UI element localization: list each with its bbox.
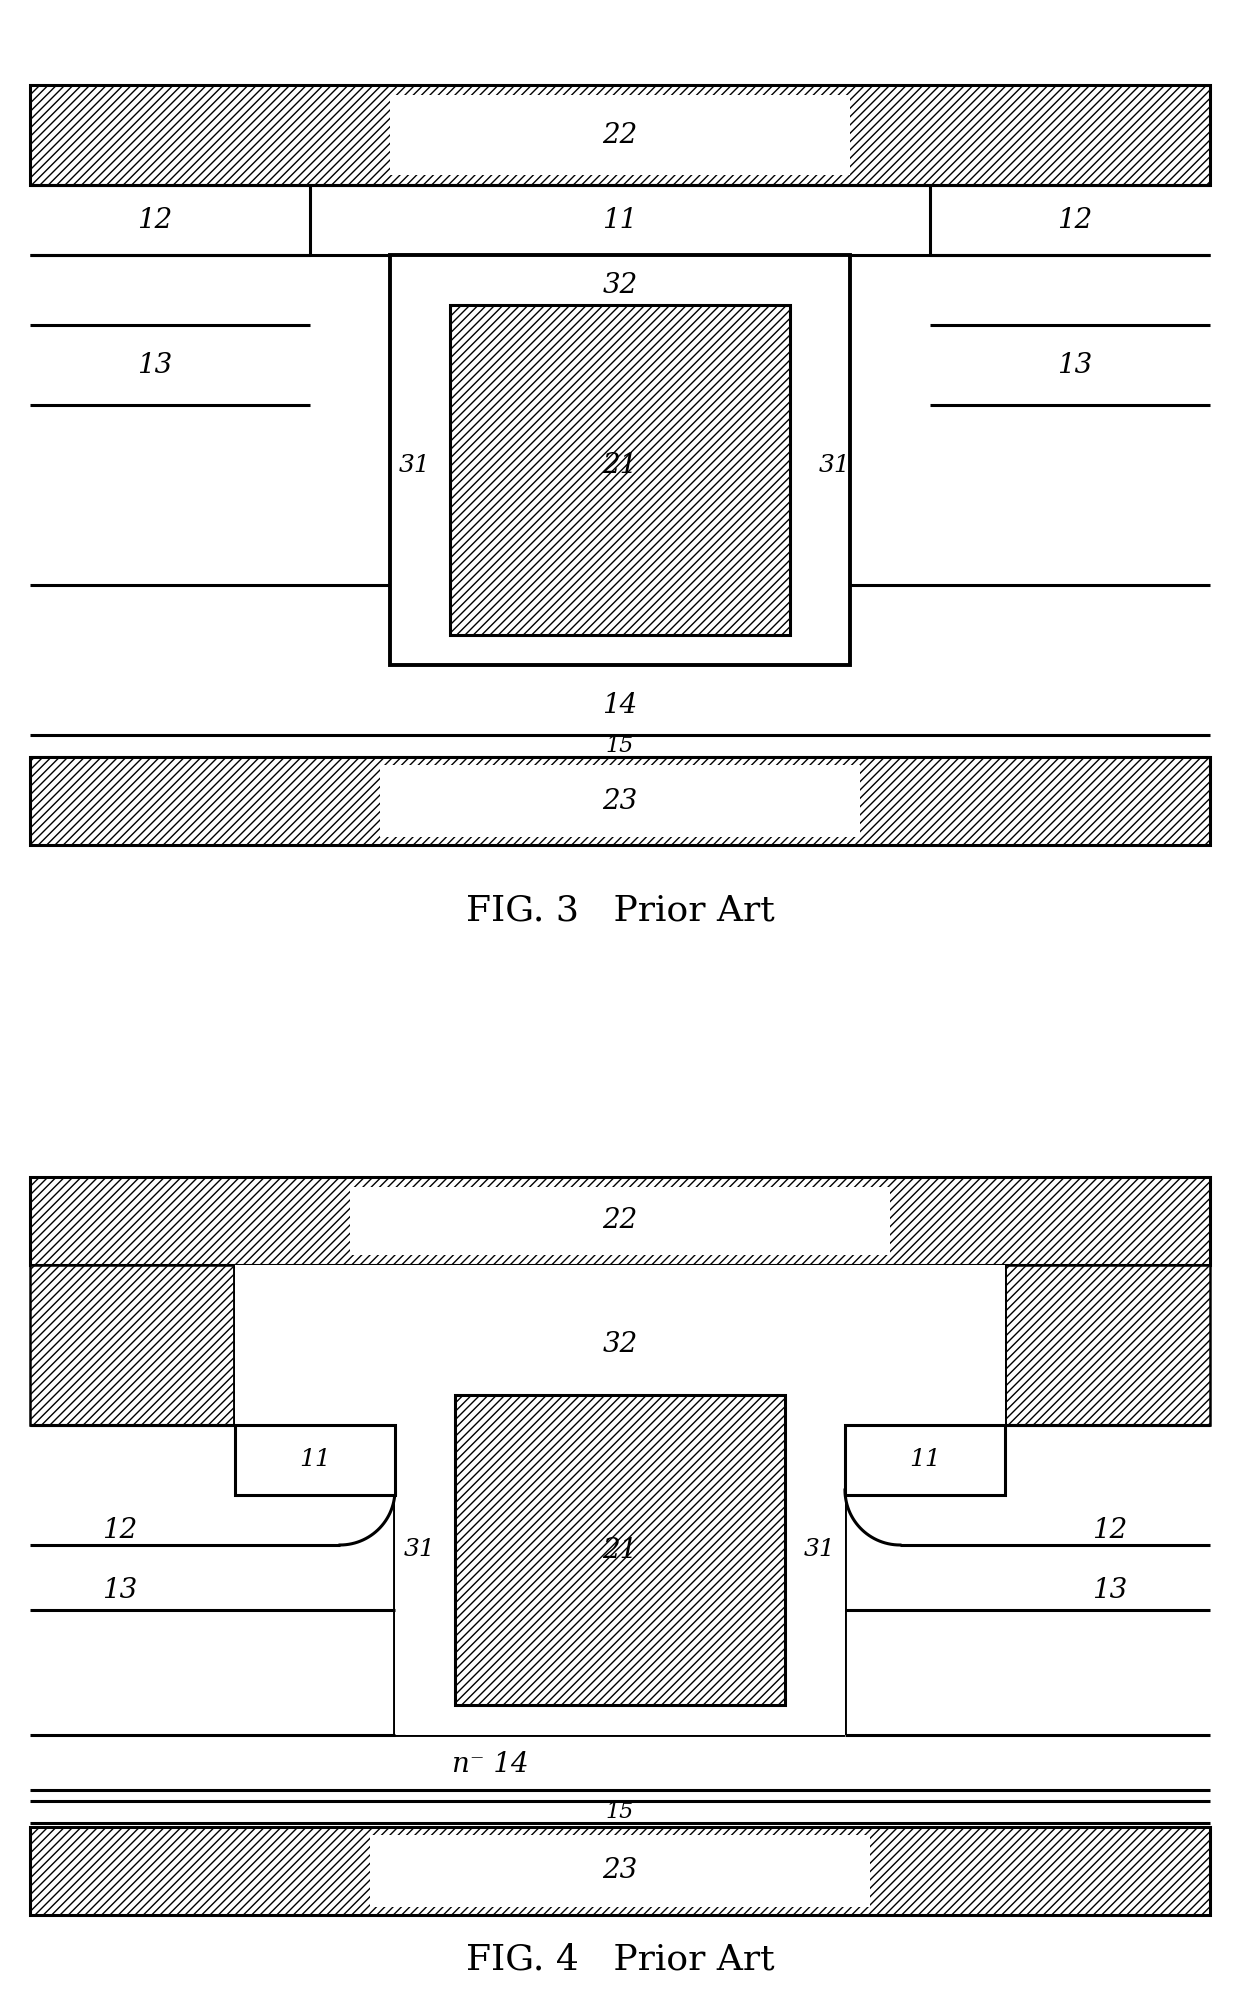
- Text: FIG. 4   Prior Art: FIG. 4 Prior Art: [466, 1943, 774, 1977]
- Bar: [379, 766, 861, 836]
- Bar: [391, 94, 849, 174]
- Text: 11: 11: [299, 1448, 331, 1472]
- Text: 12: 12: [1092, 1516, 1127, 1544]
- Text: 31: 31: [820, 453, 851, 477]
- Text: 31: 31: [804, 1538, 836, 1562]
- Text: 13: 13: [1058, 351, 1092, 379]
- Bar: [1004, 1265, 1210, 1426]
- Text: 31: 31: [404, 1538, 436, 1562]
- Text: 12: 12: [138, 207, 172, 233]
- Text: 32: 32: [603, 271, 637, 299]
- Text: 21: 21: [603, 1536, 637, 1564]
- Text: 12: 12: [103, 1516, 138, 1544]
- Bar: [30, 84, 1210, 184]
- Bar: [350, 1187, 890, 1255]
- Bar: [30, 1265, 236, 1426]
- Bar: [450, 305, 790, 636]
- Text: n⁻ 14: n⁻ 14: [451, 1752, 528, 1778]
- Text: 22: 22: [603, 122, 637, 148]
- Bar: [236, 1426, 396, 1496]
- Text: 13: 13: [103, 1576, 138, 1604]
- Bar: [844, 1426, 1004, 1496]
- Text: 21: 21: [603, 451, 637, 479]
- Bar: [391, 255, 849, 666]
- Bar: [30, 758, 1210, 844]
- Text: 32: 32: [603, 1331, 637, 1359]
- Text: 13: 13: [138, 351, 172, 379]
- Text: 31: 31: [399, 453, 430, 477]
- Text: 23: 23: [603, 1857, 637, 1885]
- Bar: [455, 1395, 785, 1704]
- Text: 11: 11: [603, 207, 637, 233]
- Text: 12: 12: [1058, 207, 1092, 233]
- Bar: [236, 1265, 1004, 1426]
- Text: 13: 13: [1092, 1576, 1127, 1604]
- Text: 23: 23: [603, 788, 637, 814]
- Text: 11: 11: [909, 1448, 941, 1472]
- Text: 15: 15: [606, 736, 634, 758]
- Bar: [370, 1835, 870, 1907]
- Bar: [396, 1426, 844, 1734]
- Bar: [30, 1827, 1210, 1915]
- Text: 14: 14: [603, 692, 637, 718]
- Text: 22: 22: [603, 1207, 637, 1235]
- Bar: [30, 1177, 1210, 1265]
- Text: FIG. 3   Prior Art: FIG. 3 Prior Art: [466, 892, 774, 926]
- Text: 15: 15: [606, 1800, 634, 1823]
